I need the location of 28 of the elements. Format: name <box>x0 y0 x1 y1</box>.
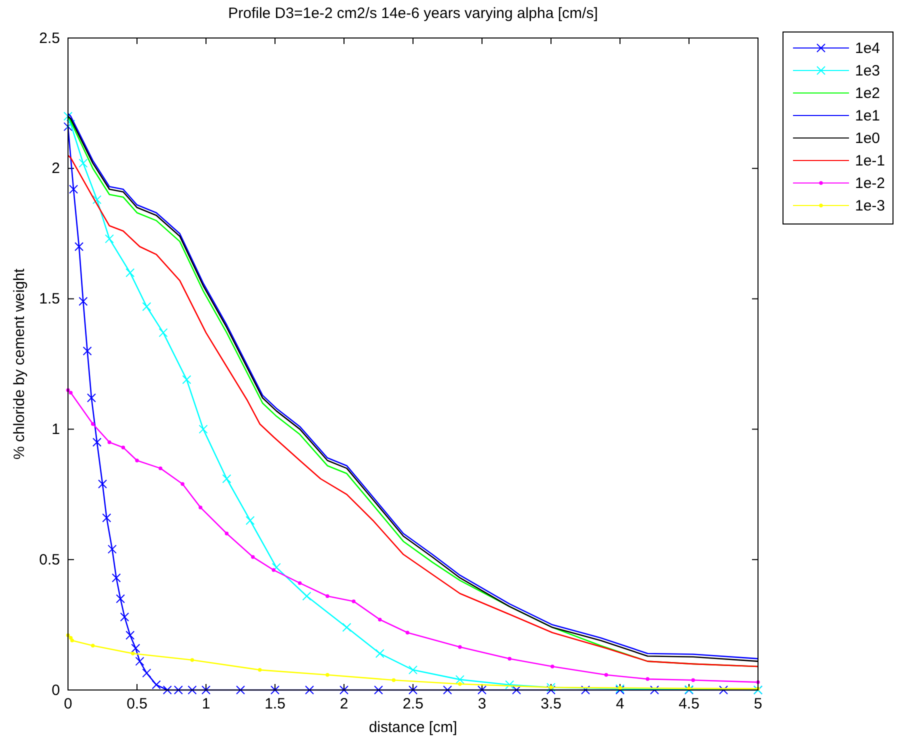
y-tick-label: 2 <box>52 160 60 178</box>
x-tick-label: 0 <box>64 696 72 713</box>
legend-label: 1e4 <box>855 40 880 57</box>
x-tick-label: 3.5 <box>540 696 562 713</box>
y-tick-label: 0 <box>52 682 60 699</box>
x-tick-label: 4.5 <box>678 696 700 713</box>
x-tick-label: 2.5 <box>402 696 424 713</box>
x-tick-label: 1 <box>202 696 210 713</box>
legend-label: 1e1 <box>855 108 880 124</box>
y-tick-label: 1 <box>52 421 60 438</box>
legend-label: 1e0 <box>855 130 880 147</box>
y-tick-label: 1.5 <box>39 290 60 308</box>
x-tick-label: 3 <box>478 696 486 713</box>
x-tick-label: 4 <box>616 696 624 713</box>
x-axis-title: distance [cm] <box>368 719 458 736</box>
legend-label: 1e-1 <box>855 152 886 170</box>
x-tick-label: 2 <box>340 696 348 713</box>
legend-label: 1e-2 <box>855 175 886 192</box>
legend-label: 1e2 <box>855 85 880 102</box>
y-tick-label: 2.5 <box>39 30 60 47</box>
x-tick-label: 0.5 <box>126 696 148 713</box>
y-axis-title: % chloride by cement weight <box>11 268 28 460</box>
legend-label: 1e-3 <box>855 198 886 214</box>
y-tick-label: 0.5 <box>39 551 60 568</box>
legend-label: 1e3 <box>855 62 880 80</box>
x-tick-label: 1.5 <box>264 696 286 713</box>
chart-title: Profile D3=1e-2 cm2/s 14e-6 years varying alpha [cm/s] <box>228 5 598 22</box>
x-tick-label: 5 <box>754 696 762 713</box>
